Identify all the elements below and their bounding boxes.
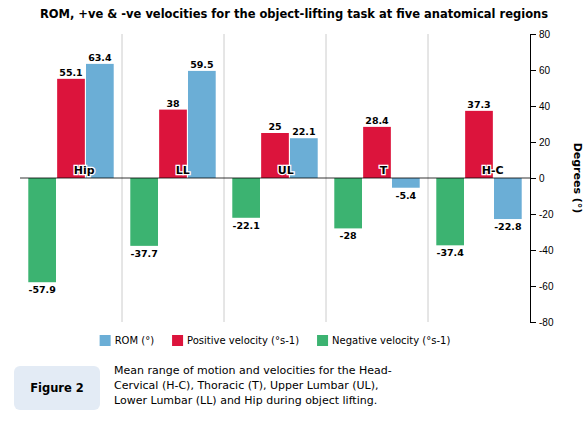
legend-item: Positive velocity (°s-1) — [172, 335, 299, 346]
data-label: -5.4 — [395, 190, 416, 201]
caption-line: Cervical (H-C), Thoracic (T), Upper Lumb… — [114, 379, 378, 392]
bar — [392, 178, 420, 188]
tick: 80 — [530, 29, 551, 40]
bar — [130, 178, 158, 246]
tick-label: -20 — [539, 209, 554, 220]
caption-line: Mean range of motion and velocities for … — [114, 364, 392, 377]
data-label: -22.8 — [494, 221, 522, 232]
data-label: 37.3 — [467, 99, 490, 110]
axis-line — [531, 35, 537, 323]
tick-label: -80 — [539, 317, 554, 328]
tick: -60 — [530, 281, 554, 292]
bar — [494, 178, 522, 219]
tick: -20 — [530, 209, 554, 220]
legend-swatch — [172, 335, 183, 346]
zero-line — [20, 178, 530, 179]
legend-label: ROM (°) — [115, 335, 155, 346]
bar — [28, 178, 56, 282]
data-label: -57.9 — [28, 284, 55, 295]
y-axis-label: Degrees (°) — [571, 143, 584, 214]
legend-label: Negative velocity (°s-1) — [332, 335, 450, 346]
tick: 60 — [530, 65, 551, 76]
data-label: -37.7 — [130, 248, 157, 259]
series — [57, 79, 493, 178]
bar — [86, 64, 114, 178]
data-label: -22.1 — [232, 220, 259, 231]
tick-mark — [530, 322, 536, 323]
bar — [290, 138, 318, 178]
bar — [363, 127, 391, 178]
tick-mark — [530, 106, 536, 107]
bar — [188, 71, 216, 178]
tick-mark — [530, 250, 536, 251]
tick-mark — [530, 70, 536, 71]
bar — [436, 178, 464, 245]
tick-mark — [530, 142, 536, 143]
title: ROM, +ve & -ve velocities for the object… — [40, 7, 548, 21]
series — [28, 178, 464, 282]
tick-mark — [530, 214, 536, 215]
bars — [28, 64, 521, 282]
tick-label: 40 — [539, 101, 551, 112]
data-label: 55.1 — [59, 67, 82, 78]
legend-item: ROM (°) — [100, 335, 155, 346]
data-label: 38 — [166, 98, 180, 109]
tick-mark — [530, 34, 536, 35]
bar — [334, 178, 362, 228]
legend-item: Negative velocity (°s-1) — [317, 335, 450, 346]
tick: 40 — [530, 101, 551, 112]
series — [86, 64, 522, 219]
plot: -80-60-40-20020406080-57.9-37.7-22.1-28-… — [20, 29, 554, 328]
tick: -40 — [530, 245, 554, 256]
tick-label: 80 — [539, 29, 551, 40]
tick-label: 20 — [539, 137, 551, 148]
y-axis: -80 -60 -40 -20 0 20 40 60 80 — [530, 29, 554, 328]
chart: ROM, +ve & -ve velocities for the object… — [0, 0, 588, 448]
caption-label-box — [14, 366, 100, 410]
category-label: H-C — [482, 164, 504, 177]
tick-label: -60 — [539, 281, 554, 292]
caption-text: Mean range of motion and velocities for … — [114, 364, 392, 407]
tick-mark — [530, 178, 536, 179]
tick: 0 — [530, 173, 545, 184]
data-label: -28 — [340, 230, 358, 241]
tick-mark — [530, 286, 536, 287]
category-label: Hip — [74, 164, 95, 177]
legend-label: Positive velocity (°s-1) — [187, 335, 299, 346]
tick: -80 — [530, 317, 554, 328]
category-labels: Hip LL UL T H-C — [74, 164, 504, 177]
category-label: UL — [278, 164, 294, 177]
data-label: 25 — [268, 121, 281, 132]
data-labels: -57.9 -37.7 -22.1 -28 -37.4 55.1 38 25 28.4 37.3 6… — [28, 52, 521, 295]
category-label: T — [380, 164, 388, 177]
caption: Figure 2 Mean range of motion and velocit… — [14, 364, 392, 410]
data-label: 63.4 — [88, 52, 112, 63]
caption-label: Figure 2 — [30, 381, 84, 395]
tick-label: 60 — [539, 65, 551, 76]
legend-swatch — [317, 335, 328, 346]
bar — [232, 178, 260, 218]
legend: ROM (°) Positive velocity (°s-1) Negative … — [100, 335, 451, 346]
data-label: -37.4 — [436, 247, 464, 258]
tick: 20 — [530, 137, 551, 148]
tick-label: 0 — [539, 173, 545, 184]
data-label: 59.5 — [190, 59, 213, 70]
data-label: 28.4 — [365, 115, 389, 126]
tick-label: -40 — [539, 245, 554, 256]
legend-swatch — [100, 335, 111, 346]
caption-line: Lower Lumbar (LL) and Hip during object … — [114, 394, 377, 407]
data-label: 22.1 — [292, 126, 315, 137]
category-label: LL — [176, 164, 190, 177]
